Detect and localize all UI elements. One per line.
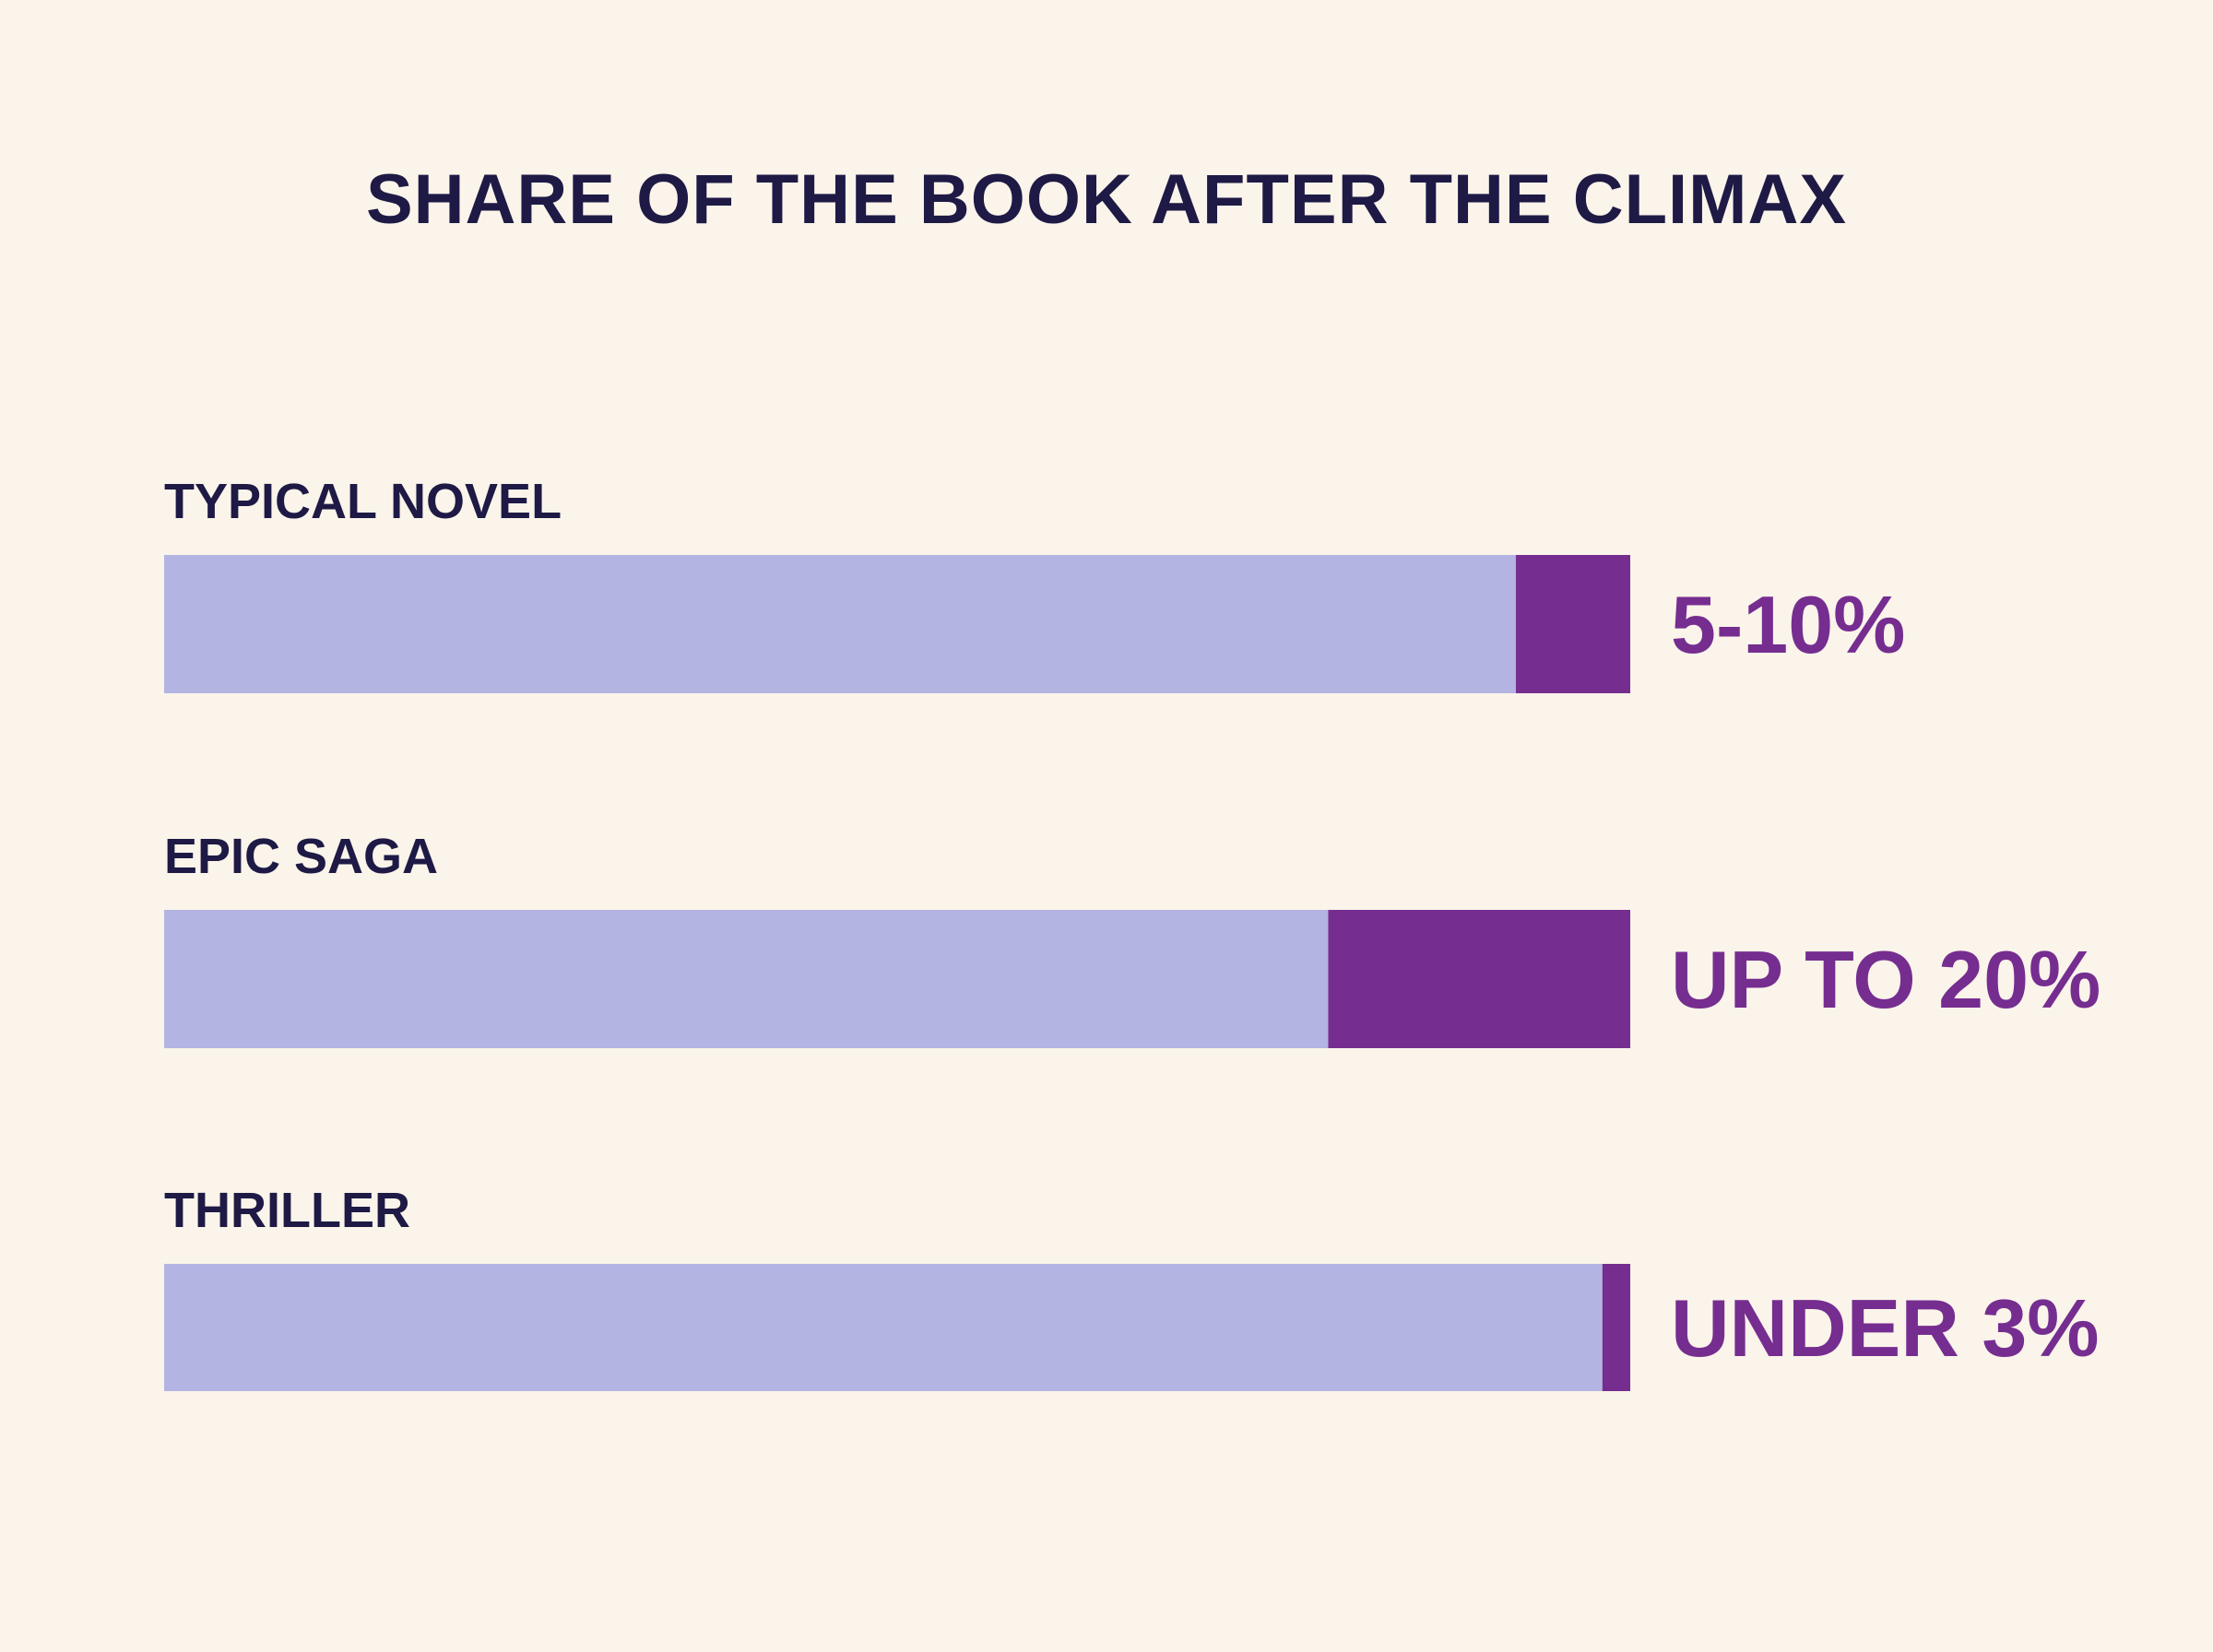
category-label: EPIC SAGA xyxy=(164,829,438,884)
value-label: 5-10% xyxy=(1671,579,1905,670)
chart-title: SHARE OF THE BOOK AFTER THE CLIMAX xyxy=(365,160,1848,239)
category-label: THRILLER xyxy=(164,1183,410,1238)
value-label: UNDER 3% xyxy=(1671,1282,2100,1374)
bar-base-segment xyxy=(164,1264,1603,1391)
bar-base-segment xyxy=(164,910,1329,1048)
bar-base-segment xyxy=(164,555,1516,693)
bar-highlight-segment xyxy=(1328,910,1630,1048)
bar-highlight-segment xyxy=(1515,555,1630,693)
value-label: UP TO 20% xyxy=(1671,934,2101,1025)
bar-highlight-segment xyxy=(1602,1264,1630,1391)
category-label: TYPICAL NOVEL xyxy=(164,474,562,529)
